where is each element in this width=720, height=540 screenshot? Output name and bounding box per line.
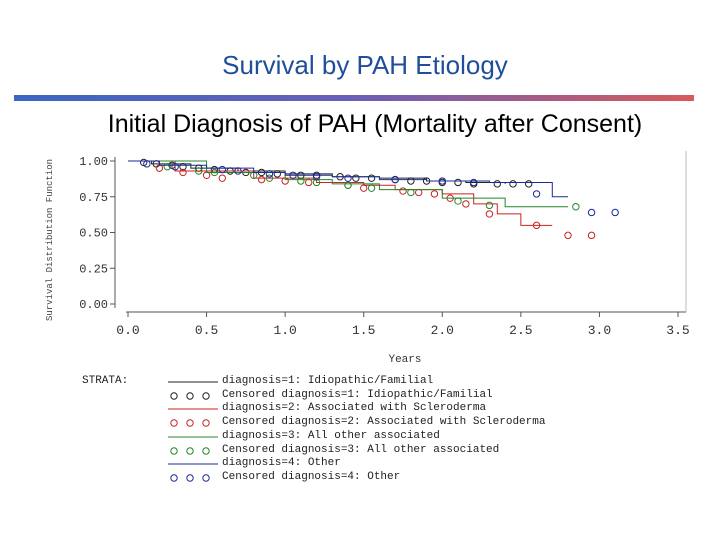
censored-marker-4 bbox=[234, 167, 242, 175]
censored-marker-3 bbox=[485, 201, 494, 210]
censored-marker-2 bbox=[257, 175, 266, 184]
censored-marker-2 bbox=[430, 190, 439, 198]
legend-circle-swatch bbox=[168, 389, 228, 407]
censored-marker-1 bbox=[454, 178, 462, 187]
censored-marker-2 bbox=[415, 188, 423, 197]
censored-marker-4 bbox=[143, 160, 151, 168]
censored-marker-4 bbox=[171, 163, 179, 171]
title-underline-bar bbox=[14, 95, 694, 101]
censored-marker-2 bbox=[360, 184, 368, 192]
legend-circle-swatch bbox=[168, 471, 228, 489]
legend-entry-text: Censored diagnosis=2: Associated with Sc… bbox=[222, 416, 546, 429]
censored-marker-4 bbox=[611, 208, 619, 217]
legend-strata-label: STRATA: bbox=[82, 375, 129, 387]
censored-marker-2 bbox=[564, 231, 572, 240]
censored-marker-3 bbox=[210, 168, 219, 177]
survival-curve-2 bbox=[128, 160, 553, 226]
censored-marker-1 bbox=[493, 180, 501, 188]
censored-marker-4 bbox=[289, 171, 297, 180]
censored-marker-3 bbox=[297, 177, 305, 185]
censored-marker-3 bbox=[265, 174, 274, 182]
censored-marker-1 bbox=[407, 177, 415, 185]
legend-line-swatch bbox=[168, 402, 228, 420]
censored-marker-4 bbox=[470, 178, 478, 187]
censored-marker-4 bbox=[391, 175, 399, 184]
legend-line-swatch bbox=[168, 375, 228, 393]
censored-marker-4 bbox=[312, 173, 321, 181]
x-tick-label: 2.5 bbox=[509, 323, 532, 338]
censored-marker-3 bbox=[195, 167, 203, 175]
censored-marker-4 bbox=[438, 177, 446, 185]
censored-marker-3 bbox=[407, 188, 415, 197]
censored-marker-4 bbox=[532, 190, 541, 198]
x-tick-label: 1.5 bbox=[352, 323, 375, 338]
y-tick-label: 0.75 bbox=[79, 191, 108, 205]
censored-marker-2 bbox=[202, 171, 211, 180]
censored-marker-1 bbox=[525, 180, 533, 188]
censored-marker-1 bbox=[179, 163, 187, 171]
legend-entry-text: Censored diagnosis=4: Other bbox=[222, 470, 401, 483]
x-tick-label: 0.0 bbox=[116, 323, 139, 338]
censored-marker-2 bbox=[485, 210, 494, 218]
censored-marker-2 bbox=[305, 178, 313, 187]
censored-marker-4 bbox=[265, 170, 274, 178]
censored-marker-1 bbox=[367, 174, 376, 182]
censored-marker-1 bbox=[509, 180, 517, 188]
censored-marker-2 bbox=[155, 164, 164, 172]
chart-title: Initial Diagnosis of PAH (Mortality afte… bbox=[107, 110, 643, 138]
censored-marker-2 bbox=[399, 187, 407, 195]
legend-entry-text: Censored diagnosis=3: All other associat… bbox=[222, 443, 500, 456]
censored-marker-2 bbox=[532, 221, 541, 230]
censored-marker-3 bbox=[312, 178, 321, 187]
y-tick-label: 1.00 bbox=[79, 155, 108, 169]
legend-entry-text: diagnosis=1: Idiopathic/Familial bbox=[222, 375, 434, 387]
censored-marker-3 bbox=[163, 163, 171, 171]
censored-marker-3 bbox=[454, 197, 462, 205]
x-tick-label: 3.5 bbox=[666, 323, 689, 338]
censored-marker-2 bbox=[587, 231, 596, 240]
x-tick-label: 0.5 bbox=[195, 323, 218, 338]
y-tick-label: 0.25 bbox=[79, 262, 108, 276]
censored-marker-4 bbox=[344, 174, 352, 182]
censored-marker-1 bbox=[273, 170, 281, 178]
censored-marker-1 bbox=[352, 174, 360, 182]
legend-circle-swatch bbox=[168, 416, 228, 434]
survival-curve-3 bbox=[128, 160, 568, 208]
censored-marker-2 bbox=[218, 174, 226, 182]
censored-marker-3 bbox=[572, 203, 580, 211]
legend-entry-text: diagnosis=3: All other associated bbox=[222, 429, 440, 442]
slide-title: Survival by PAH Etiology bbox=[222, 50, 508, 80]
survival-curve-4 bbox=[128, 160, 568, 198]
y-tick-label: 0.50 bbox=[79, 227, 108, 241]
x-tick-label: 2.0 bbox=[431, 323, 454, 338]
legend-entry-text: Censored diagnosis=1: Idiopathic/Familia… bbox=[222, 388, 493, 401]
legend-entry-text: diagnosis=4: Other bbox=[222, 457, 341, 470]
legend-entry-text: diagnosis=2: Associated with Scleroderma bbox=[222, 402, 487, 415]
censored-marker-3 bbox=[367, 184, 376, 192]
censored-marker-3 bbox=[344, 181, 352, 190]
y-tick-label: 0.00 bbox=[79, 298, 108, 312]
censored-marker-2 bbox=[179, 168, 187, 177]
x-tick-label: 3.0 bbox=[588, 323, 611, 338]
y-axis-label: Survival Distribution Function bbox=[45, 159, 55, 321]
x-axis-label: Years bbox=[388, 354, 421, 366]
censored-marker-2 bbox=[462, 200, 470, 208]
censored-marker-4 bbox=[218, 165, 226, 174]
legend-circle-swatch bbox=[168, 444, 228, 462]
legend-line-swatch bbox=[168, 430, 228, 448]
x-tick-label: 1.0 bbox=[273, 323, 296, 338]
legend-line-swatch bbox=[168, 457, 228, 475]
censored-marker-4 bbox=[587, 208, 596, 217]
